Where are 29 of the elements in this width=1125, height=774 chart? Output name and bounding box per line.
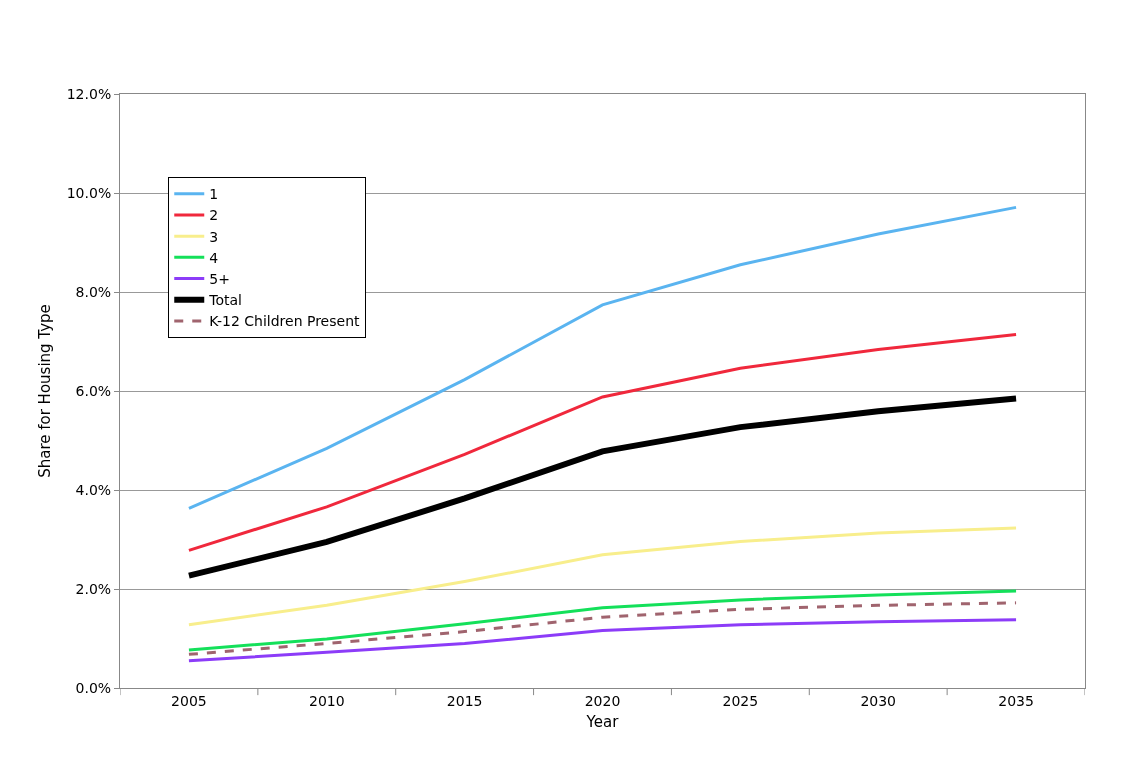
legend-label: 4 [209,249,219,266]
line-series [187,601,1018,656]
x-axis-title: Year [585,712,620,731]
line-series [187,589,1018,652]
x-tick-label: 2020 [584,692,621,709]
line-series [187,205,1018,510]
x-tick-label: 2035 [998,692,1034,709]
line-series [187,526,1018,627]
y-tick-label: 2.0% [75,580,112,597]
legend-label: 5+ [209,271,230,288]
legend-label: Total [208,292,242,309]
y-tick-label: 10.0% [66,184,112,201]
y-tick-label: 6.0% [75,382,112,399]
y-tick-label: 4.0% [75,481,112,498]
line-series [187,333,1018,552]
y-tick-label: 0.0% [75,679,112,696]
y-tick-label: 8.0% [75,283,112,300]
x-tick-label: 2030 [860,692,897,709]
legend-label: K-12 Children Present [209,313,361,330]
legend-label: 3 [209,228,219,245]
x-tick-label: 2015 [446,692,483,709]
x-tick-label: 2010 [308,692,345,709]
legend-label: 1 [209,186,219,203]
x-tick-label: 2005 [171,692,207,709]
x-tick-label: 2025 [722,692,759,709]
y-tick-label: 12.0% [66,85,112,102]
legend-label: 2 [209,207,219,224]
y-axis-title: Share for Housing Type [35,304,54,478]
line-series [187,618,1018,663]
